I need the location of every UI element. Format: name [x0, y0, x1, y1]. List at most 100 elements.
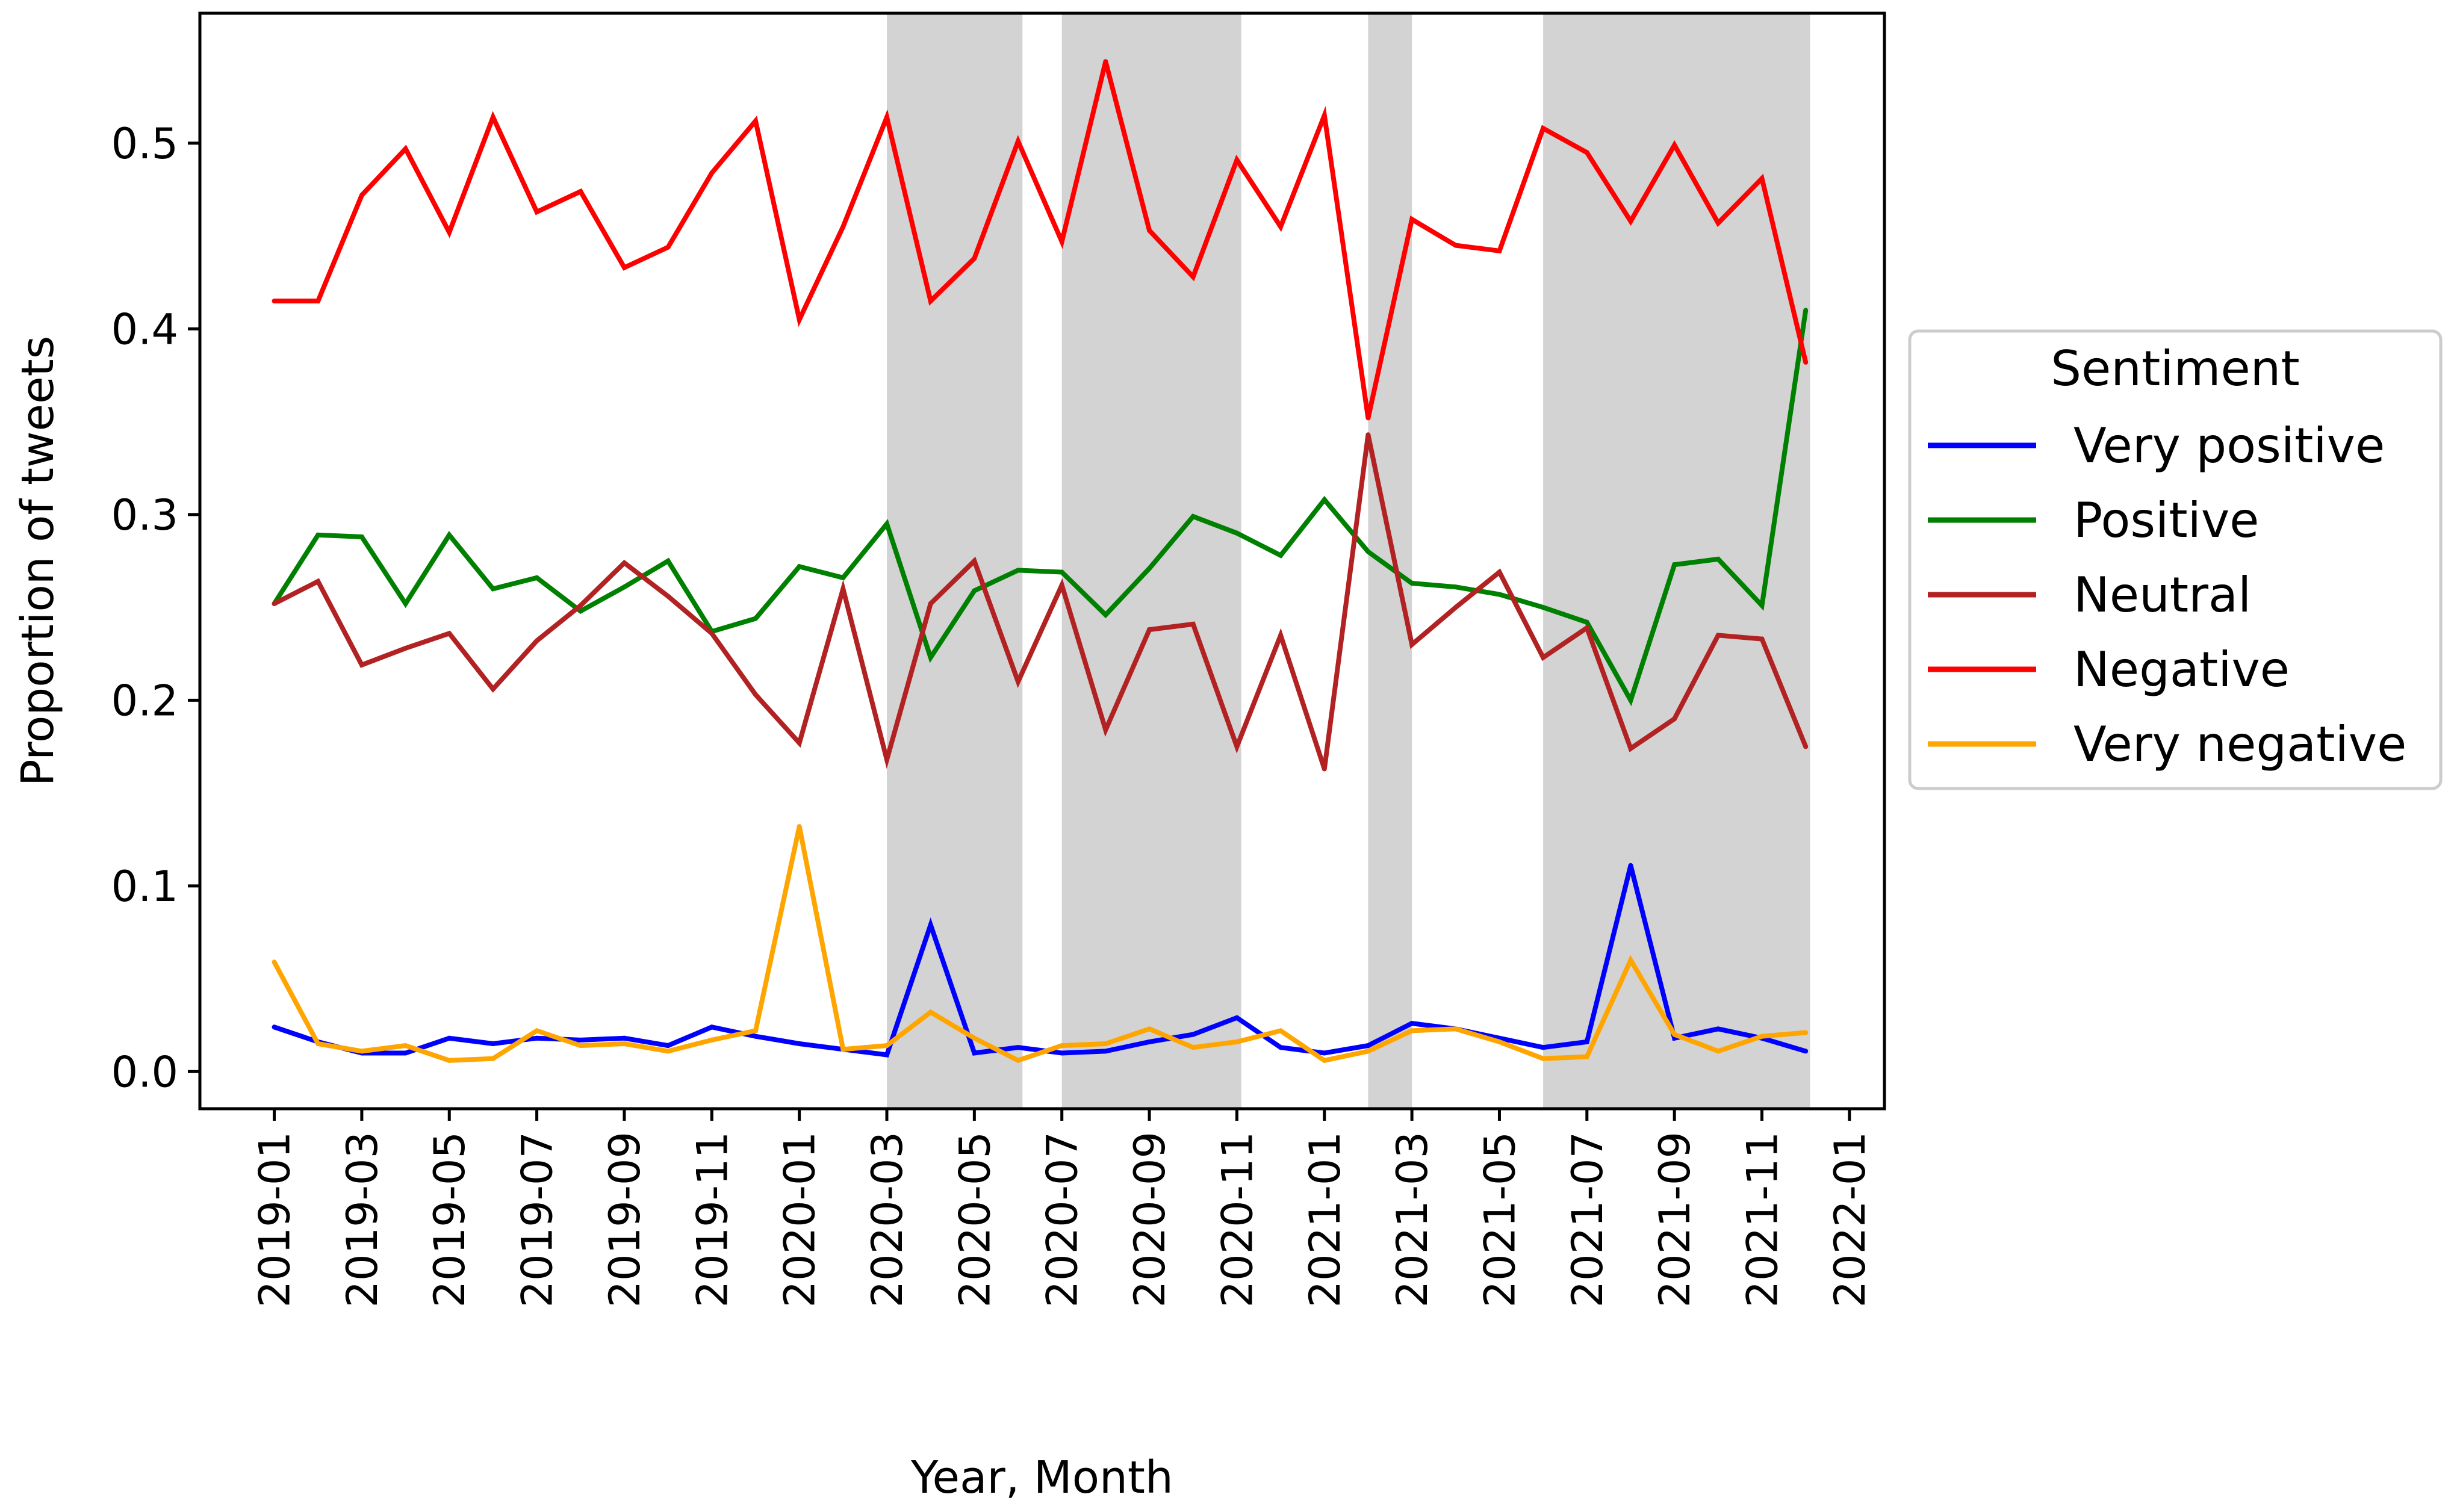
data-point-very-negative: [272, 959, 277, 965]
data-point-very-positive: [1715, 1026, 1721, 1032]
data-point-negative: [884, 114, 890, 120]
data-point-negative: [1190, 274, 1196, 280]
x-tick-label: 2019-03: [338, 1132, 387, 1307]
legend-label-very-negative: Very negative: [2073, 716, 2406, 772]
data-point-positive: [621, 584, 627, 590]
data-point-negative: [928, 299, 933, 304]
series-line-positive: [272, 310, 1809, 707]
data-point-very-negative: [972, 1035, 977, 1041]
data-point-neutral: [1715, 633, 1721, 638]
x-tick-label: 2022-01: [1825, 1132, 1875, 1307]
data-point-very-positive: [1365, 1043, 1371, 1049]
y-tick-label: 0.1: [111, 862, 178, 911]
legend-entries: Very positive Positive Neutral Negative Very…: [1928, 418, 2406, 772]
x-tick-label: 2020-05: [950, 1132, 999, 1307]
x-tick-label: 2021-09: [1650, 1132, 1700, 1307]
data-point-positive: [315, 532, 321, 538]
data-point-positive: [403, 601, 408, 606]
data-point-negative: [840, 224, 846, 229]
data-point-very-negative: [359, 1049, 364, 1054]
data-point-positive: [490, 586, 495, 592]
data-point-very-positive: [490, 1041, 495, 1047]
data-point-neutral: [1059, 583, 1064, 588]
data-point-positive: [972, 588, 977, 593]
data-point-positive: [1453, 584, 1458, 590]
data-point-very-negative: [490, 1056, 495, 1061]
legend-label-negative: Negative: [2073, 642, 2290, 698]
data-point-positive: [840, 575, 846, 580]
data-point-neutral: [1147, 627, 1152, 633]
data-point-negative: [272, 299, 277, 304]
data-point-neutral: [1103, 727, 1108, 733]
data-point-neutral: [665, 593, 671, 599]
data-point-negative: [1409, 217, 1415, 222]
data-point-neutral: [447, 631, 452, 636]
y-tick-label: 0.3: [111, 491, 178, 540]
data-point-neutral: [315, 578, 321, 584]
series-lines: [272, 59, 1809, 1064]
data-point-neutral: [490, 686, 495, 692]
data-point-very-negative: [840, 1047, 846, 1052]
shaded-period: [1061, 13, 1241, 1109]
data-point-negative: [1147, 228, 1152, 233]
data-point-neutral: [272, 601, 277, 606]
x-tick-label: 2020-11: [1213, 1132, 1262, 1307]
data-point-negative: [1016, 138, 1021, 144]
legend-label-positive: Positive: [2073, 492, 2259, 548]
data-point-positive: [1322, 497, 1327, 503]
data-point-negative: [447, 230, 452, 235]
data-point-negative: [972, 256, 977, 261]
x-tick-label: 2020-07: [1038, 1132, 1087, 1307]
data-point-very-negative: [1278, 1028, 1284, 1033]
x-tick-label: 2020-09: [1125, 1132, 1175, 1307]
data-point-very-negative: [1016, 1058, 1021, 1063]
data-point-negative: [1584, 150, 1589, 155]
data-point-neutral: [1278, 633, 1284, 638]
data-point-positive: [1759, 603, 1765, 609]
data-point-neutral: [534, 638, 539, 643]
data-point-very-negative: [928, 1009, 933, 1015]
data-point-very-negative: [1409, 1028, 1415, 1033]
data-point-neutral: [1628, 746, 1633, 751]
data-point-very-negative: [1628, 958, 1633, 963]
x-tick-label: 2019-11: [688, 1132, 737, 1307]
data-point-very-negative: [1059, 1043, 1064, 1049]
data-point-very-negative: [884, 1043, 890, 1049]
x-tick-label: 2021-03: [1388, 1132, 1437, 1307]
data-point-very-positive: [621, 1035, 627, 1041]
series-line-neutral: [273, 434, 1808, 770]
shaded-periods: [887, 13, 1810, 1109]
data-point-positive: [1628, 698, 1633, 703]
y-tick-label: 0.5: [111, 119, 178, 169]
data-point-neutral: [797, 740, 802, 746]
y-axis-title: Proportion of tweets: [12, 336, 64, 786]
data-point-very-negative: [447, 1058, 452, 1063]
data-point-positive: [359, 534, 364, 539]
data-point-neutral: [1234, 744, 1240, 749]
x-axis-title: Year, Month: [910, 1452, 1173, 1504]
series-line-very-positive: [273, 864, 1807, 1058]
data-point-very-negative: [1103, 1041, 1108, 1047]
data-point-positive: [1103, 612, 1108, 618]
data-point-negative: [534, 209, 539, 215]
data-point-neutral: [1759, 636, 1765, 642]
series-line-negative: [274, 61, 1809, 419]
data-point-positive: [1016, 568, 1021, 573]
data-point-positive: [928, 655, 933, 660]
data-point-neutral: [1016, 679, 1021, 684]
data-point-very-negative: [1453, 1026, 1458, 1032]
data-point-positive: [1672, 562, 1677, 568]
data-point-very-positive: [403, 1050, 408, 1056]
data-point-very-negative: [1365, 1049, 1371, 1054]
data-point-very-positive: [1103, 1049, 1108, 1054]
data-point-neutral: [1803, 744, 1809, 749]
x-tick-label: 2020-03: [863, 1132, 912, 1307]
data-point-very-negative: [1672, 1032, 1677, 1037]
data-point-negative: [1059, 239, 1064, 244]
data-point-negative: [1278, 224, 1284, 229]
data-point-negative: [665, 244, 671, 250]
data-point-negative: [1628, 218, 1633, 224]
data-point-negative: [403, 146, 408, 152]
data-point-very-positive: [1278, 1045, 1284, 1050]
data-point-very-negative: [1147, 1026, 1152, 1032]
